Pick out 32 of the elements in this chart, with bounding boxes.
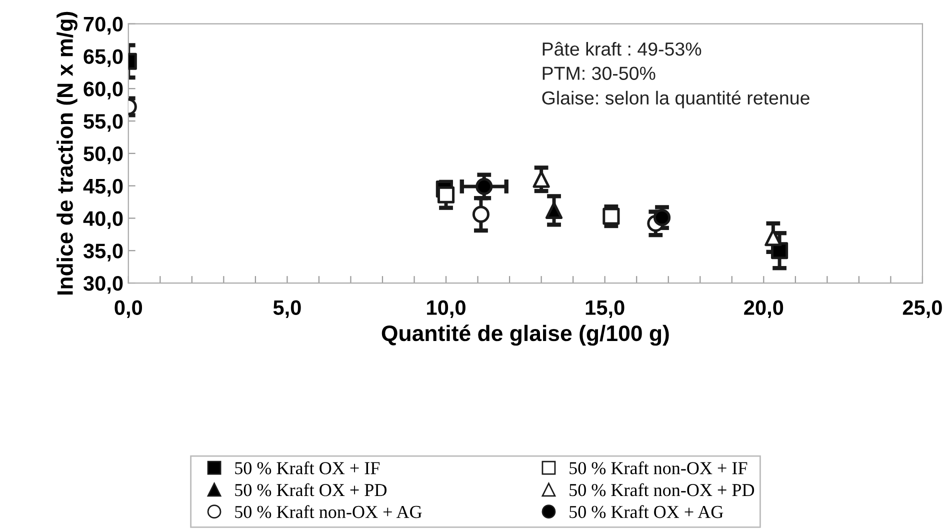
x-tick-label: 20,0 (744, 300, 784, 318)
legend-label: 50 % Kraft OX + IF (235, 461, 380, 474)
x-tick-label: 5,0 (273, 300, 301, 318)
x-axis-title: Quantité de glaise (g/100 g) (382, 324, 669, 346)
y-tick-label: 70,0 (84, 16, 123, 35)
x-tick-label: 25,0 (902, 300, 942, 318)
y-tick-label: 45,0 (83, 178, 123, 197)
point (472, 206, 490, 223)
annotation: Pâte kraft : 49-53% (542, 42, 702, 56)
point (602, 208, 620, 225)
annotation: PTM: 30-50% (542, 66, 656, 80)
y-axis-title: Indice de traction (N x m/g) (56, 12, 78, 295)
point (545, 202, 563, 219)
x-tick-label: 10,0 (427, 300, 466, 318)
point (437, 186, 455, 204)
y-tick-label: 30,0 (83, 276, 123, 294)
y-tick-label: 40,0 (83, 211, 123, 229)
point (476, 178, 493, 195)
y-tick-label: 60,0 (84, 82, 123, 100)
legend-label: 50 % Kraft non-OX + PD (570, 483, 754, 496)
x-tick-label: 15,0 (586, 300, 624, 318)
legend-label: 50 % Kraft OX + AG (570, 505, 724, 518)
legend-label: 50 % Kraft non-OX + AG (235, 505, 422, 518)
y-tick-label: 65,0 (84, 49, 123, 67)
legend-label: 50 % Kraft OX + PD (235, 483, 387, 496)
y-tick-label: 55,0 (84, 114, 123, 132)
x-tick-label: 0,0 (114, 300, 142, 318)
y-tick-label: 35,0 (83, 244, 123, 262)
y-tick-label: 50,0 (84, 146, 123, 164)
legend-label: 50 % Kraft non-OX + IF (570, 461, 748, 474)
annotation: Glaise: selon la quantité retenue (542, 90, 810, 108)
point (532, 170, 550, 188)
